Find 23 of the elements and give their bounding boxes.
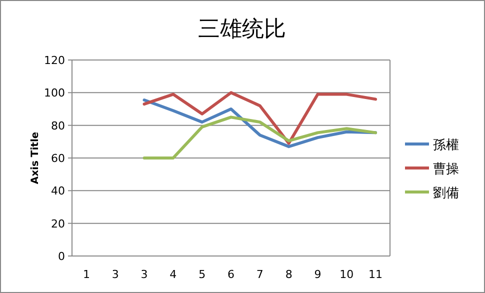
x-tick-label: 10 <box>340 268 354 281</box>
y-axis-title: Axis Title <box>30 132 41 184</box>
y-tick-label: 80 <box>51 119 65 132</box>
y-tick-label: 20 <box>51 217 65 230</box>
x-tick-label: 3 <box>112 268 119 281</box>
y-tick-label: 120 <box>44 54 65 67</box>
y-tick-label: 40 <box>51 184 65 198</box>
y-tick-label: 100 <box>44 86 65 100</box>
x-tick-label: 5 <box>198 268 206 281</box>
x-tick-label: 8 <box>285 268 292 281</box>
x-tick-label: 1 <box>82 268 90 281</box>
x-tick-label: 4 <box>170 268 177 281</box>
y-tick-label: 0 <box>58 250 65 263</box>
x-tick-label: 11 <box>368 268 383 281</box>
x-tick-label: 7 <box>256 268 264 281</box>
chart-title: 三雄统比 <box>198 17 286 42</box>
legend-label: 曹操 <box>433 162 459 177</box>
legend-label: 孫權 <box>433 138 459 153</box>
x-tick-label: 3 <box>140 268 148 281</box>
x-tick-label: 9 <box>314 268 322 281</box>
legend-label: 劉備 <box>433 186 459 201</box>
y-tick-label: 60 <box>51 152 65 165</box>
x-tick-label: 6 <box>228 268 234 281</box>
